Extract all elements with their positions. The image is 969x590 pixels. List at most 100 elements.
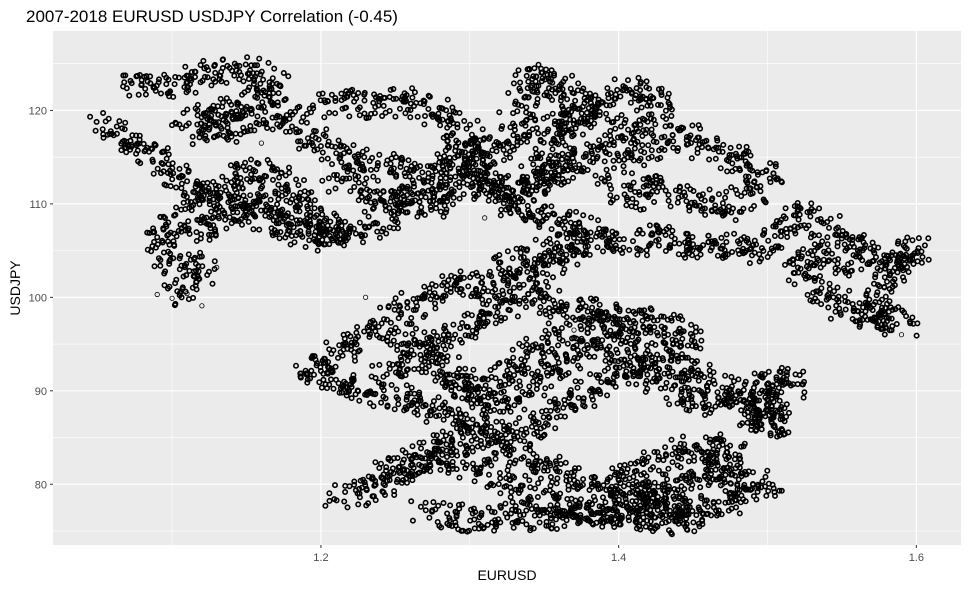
data-point	[736, 154, 743, 161]
data-point	[409, 177, 416, 184]
data-point	[244, 128, 251, 135]
data-point	[637, 206, 644, 213]
data-point	[901, 277, 908, 284]
data-point	[759, 374, 766, 381]
data-point	[500, 291, 507, 298]
point-cluster	[592, 122, 785, 224]
data-point	[745, 486, 752, 493]
data-point	[692, 324, 699, 331]
data-point	[657, 177, 664, 184]
data-point	[473, 326, 480, 333]
data-point	[895, 262, 902, 269]
data-point	[507, 288, 514, 295]
data-point	[461, 155, 468, 162]
data-point	[582, 303, 589, 310]
data-point	[596, 301, 603, 308]
data-point	[380, 316, 387, 323]
data-point	[254, 87, 261, 94]
data-point	[471, 478, 478, 485]
data-point	[473, 471, 480, 478]
data-point	[320, 376, 327, 383]
data-point	[306, 217, 313, 224]
data-point	[325, 175, 332, 182]
data-point	[562, 75, 569, 82]
data-point	[346, 149, 353, 156]
data-point	[183, 272, 190, 279]
data-point	[318, 156, 325, 163]
data-point	[450, 108, 457, 115]
data-point	[370, 99, 377, 106]
data-point	[530, 168, 537, 175]
data-point	[246, 84, 253, 91]
data-point	[402, 173, 409, 180]
data-point	[540, 180, 547, 187]
data-point	[554, 159, 561, 166]
data-point	[206, 195, 213, 202]
data-point	[324, 98, 331, 105]
data-point	[361, 89, 368, 96]
data-point	[492, 320, 499, 327]
data-point	[476, 291, 483, 298]
data-point	[727, 144, 734, 151]
data-point	[312, 228, 319, 235]
data-point	[534, 493, 541, 500]
data-point	[333, 172, 340, 179]
data-point	[404, 390, 411, 397]
data-point	[206, 124, 213, 131]
data-point	[530, 418, 537, 425]
data-point	[756, 415, 763, 422]
data-point	[629, 238, 636, 245]
data-point	[825, 304, 832, 311]
data-point	[403, 352, 410, 359]
data-point	[432, 293, 439, 300]
data-point	[219, 173, 226, 180]
data-point	[327, 376, 334, 383]
data-point	[778, 425, 785, 432]
data-point	[165, 219, 172, 226]
data-point	[151, 84, 158, 91]
data-point	[744, 179, 751, 186]
data-point	[414, 213, 421, 220]
data-point	[224, 124, 231, 131]
data-point	[529, 298, 536, 305]
data-point	[656, 366, 663, 373]
data-point	[474, 117, 481, 124]
data-point	[185, 251, 192, 258]
data-point	[634, 355, 641, 362]
data-point	[697, 345, 704, 352]
data-point	[836, 213, 843, 220]
data-point	[185, 296, 192, 303]
data-point	[348, 395, 355, 402]
data-point	[774, 175, 781, 182]
data-point	[768, 418, 775, 425]
data-point	[442, 175, 449, 182]
data-point	[230, 116, 237, 123]
data-point	[654, 493, 661, 500]
data-point	[222, 216, 229, 223]
data-point	[576, 161, 583, 168]
data-point	[588, 110, 595, 117]
data-point	[398, 207, 405, 214]
data-point	[214, 103, 221, 110]
data-point	[185, 167, 192, 174]
data-point	[409, 85, 416, 92]
data-point	[206, 106, 213, 113]
data-point	[464, 415, 471, 422]
data-point	[740, 234, 747, 241]
data-point	[780, 213, 787, 220]
data-point	[246, 202, 253, 209]
data-point	[888, 327, 895, 334]
data-point	[194, 194, 201, 201]
data-point	[910, 320, 917, 327]
data-point	[486, 164, 493, 171]
data-point	[668, 357, 675, 364]
data-point	[497, 212, 504, 219]
data-point	[498, 125, 505, 132]
data-point	[446, 112, 453, 119]
data-point	[729, 401, 736, 408]
data-point	[827, 315, 834, 322]
data-point	[525, 78, 532, 85]
data-point	[723, 231, 730, 238]
data-point	[190, 202, 197, 209]
data-point	[448, 190, 455, 197]
